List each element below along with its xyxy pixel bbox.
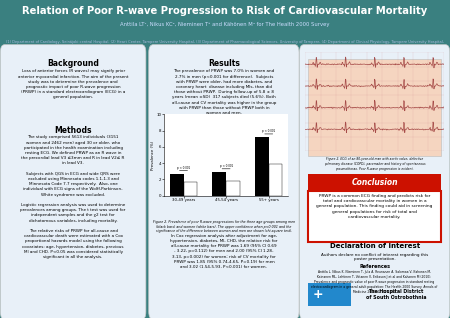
Text: In Cox regression analysis after adjustment for age,
hypertension, diabetes, MI,: In Cox regression analysis after adjustm… [170,234,278,269]
FancyBboxPatch shape [0,45,146,318]
Y-axis label: Prevalence (%): Prevalence (%) [151,141,155,169]
Text: Methods: Methods [54,126,92,135]
Text: Anttila L, Nikus K, Nieminen T, Jula A, Reunanen A, Salomaa V, Kahonen M,
Keinan: Anttila L, Nikus K, Nieminen T, Jula A, … [311,270,438,294]
Text: References: References [359,264,390,269]
Text: Anttila LT¹, Nikus KC², Nieminen T³ and Kähönen M⁴ for The Health 2000 Survey: Anttila LT¹, Nikus KC², Nieminen T³ and … [120,22,330,27]
Bar [308,283,351,307]
Bar [184,182,197,196]
FancyBboxPatch shape [149,45,299,318]
Text: +: + [313,288,323,301]
Text: The prevalence of PRWP was 7.0% in women and
2.7% in men (p<0.001 for difference: The prevalence of PRWP was 7.0% in women… [172,69,276,115]
Text: Figure 2. Prevalence of poor R-wave progressions for the three age groups among : Figure 2. Prevalence of poor R-wave prog… [153,220,295,233]
Bar [226,181,240,196]
Text: Authors declare no conflict of interest regarding this
poster presentation.: Authors declare no conflict of interest … [321,252,428,261]
Text: The Hospital District
of South Ostrobothnia: The Hospital District of South Ostroboth… [366,289,426,301]
Text: Relation of Poor R-wave Progression to Risk of Cardiovascular Mortality: Relation of Poor R-wave Progression to R… [22,6,427,16]
Text: PRWP is a common ECG finding and predicts risk for
total and cardiovascular mort: PRWP is a common ECG finding and predict… [316,194,433,219]
FancyBboxPatch shape [308,191,441,242]
Text: Loss of anterior forces (R waves) may signify prior
anterior myocardial infarcti: Loss of anterior forces (R waves) may si… [18,69,128,99]
Bar [212,172,226,196]
Text: Declaration of interest: Declaration of interest [329,244,420,250]
Bar [308,174,441,191]
Text: Background: Background [47,59,99,68]
FancyBboxPatch shape [308,59,441,156]
FancyBboxPatch shape [300,45,450,318]
Text: Results: Results [208,59,240,68]
Text: p < 0.001: p < 0.001 [220,164,233,168]
Bar [255,137,269,196]
Text: p < 0.001: p < 0.001 [177,166,190,169]
Bar [170,174,184,196]
Text: Conclusion: Conclusion [351,178,398,187]
Text: (1) Department of Cardiology, Seinäjoki central Hospital, (2) Heart Center, Tamp: (1) Department of Cardiology, Seinäjoki … [6,40,444,49]
Text: The study comprised 5613 individuals (3151
women and 2462 men) aged 30 or older,: The study comprised 5613 individuals (31… [20,135,126,259]
Text: p < 0.001: p < 0.001 [262,129,275,133]
Bar [269,164,283,196]
Text: Figure 2. ECG of an 80-year-old man with aortic valve, defective
pulmonary disea: Figure 2. ECG of an 80-year-old man with… [324,157,425,171]
